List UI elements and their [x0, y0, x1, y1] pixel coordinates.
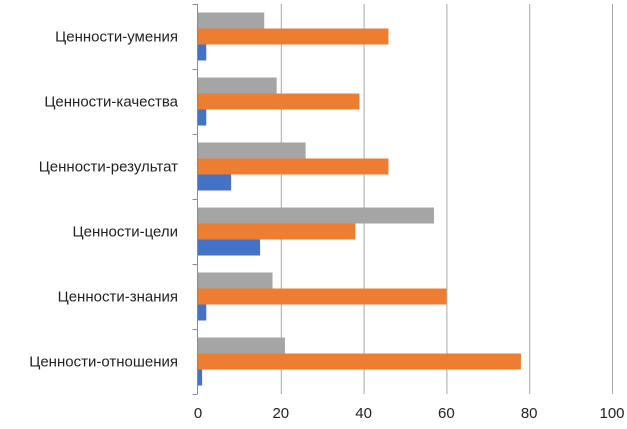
- category-label-2: Ценности-качества: [44, 94, 178, 111]
- tick-label-0: 0: [194, 405, 202, 422]
- bars: [198, 12, 521, 386]
- bar-3-series-3: [198, 174, 232, 191]
- bar-2-series-2: [198, 93, 360, 110]
- category-labels: Ценности-умения Ценности-качества Ценности…: [29, 29, 178, 371]
- bar-1-series-3: [198, 44, 207, 61]
- category-axis: [192, 4, 198, 395]
- category-label-4: Ценности-цели: [73, 224, 179, 241]
- bar-4-series-2: [198, 223, 356, 240]
- bar-6-series-3: [198, 369, 203, 386]
- tick-label-40: 40: [355, 405, 372, 422]
- bar-4-series-3: [198, 239, 261, 256]
- bar-5-series-3: [198, 304, 207, 321]
- bar-2-series-3: [198, 109, 207, 126]
- category-label-6: Ценности-отношения: [29, 354, 178, 371]
- tick-label-100: 100: [599, 405, 624, 422]
- category-label-3: Ценности-результат: [39, 159, 178, 176]
- tick-label-80: 80: [521, 405, 538, 422]
- bar-5-series-2: [198, 288, 447, 305]
- category-label-1: Ценности-умения: [55, 29, 178, 46]
- bar-5-series-1: [198, 272, 273, 289]
- value-tick-labels: 0 20 40 60 80 100: [194, 405, 625, 422]
- category-label-5: Ценности-знания: [58, 289, 178, 306]
- bar-1-series-1: [198, 12, 265, 29]
- bar-4-series-1: [198, 207, 434, 224]
- bar-6-series-1: [198, 337, 285, 354]
- bar-3-series-2: [198, 158, 389, 175]
- bar-3-series-1: [198, 142, 306, 159]
- gridlines: [280, 4, 613, 394]
- bar-6-series-2: [198, 353, 521, 370]
- bar-1-series-2: [198, 28, 389, 45]
- bar-2-series-1: [198, 77, 277, 94]
- tick-label-20: 20: [272, 405, 289, 422]
- tick-label-60: 60: [438, 405, 455, 422]
